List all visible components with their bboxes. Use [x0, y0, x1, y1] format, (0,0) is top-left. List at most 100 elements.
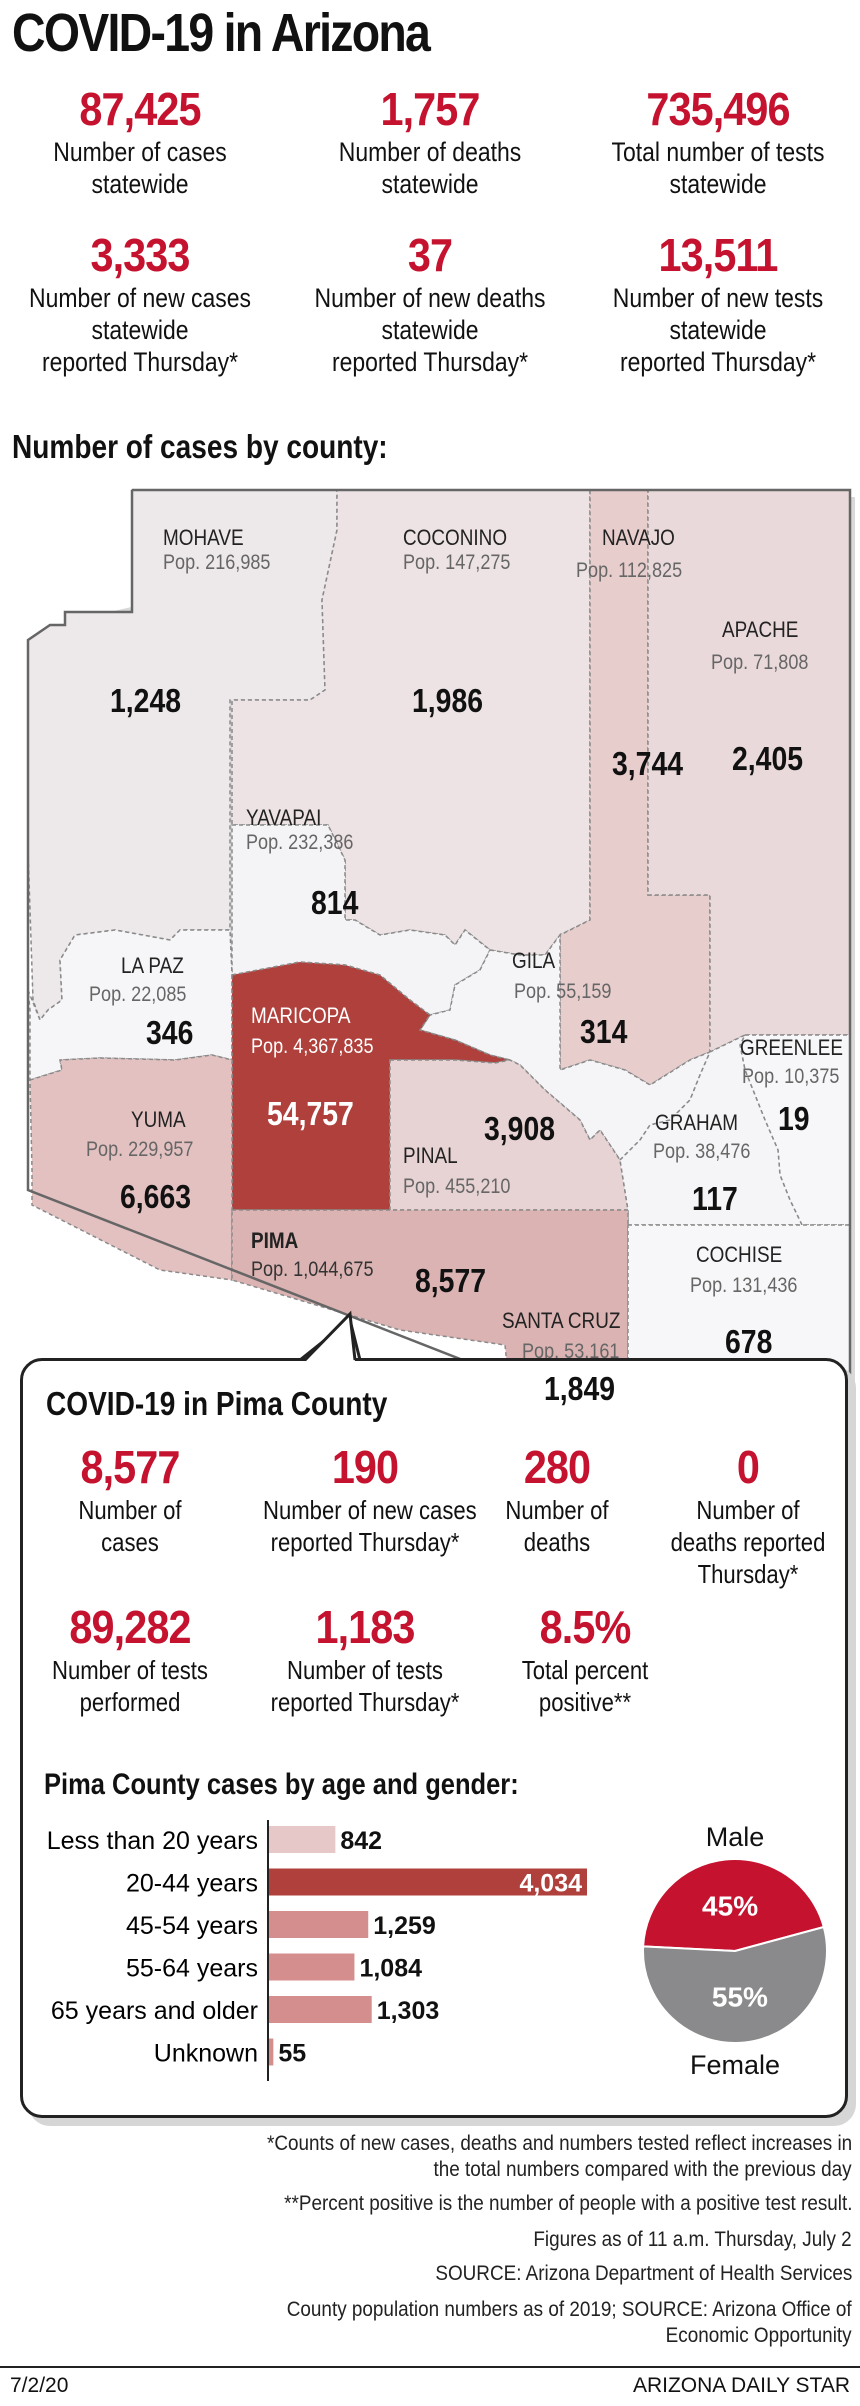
county-pop-apache: Pop. 71,808 [711, 651, 809, 674]
county-graham [619, 1033, 804, 1226]
bar-category-label: 55-64 years [126, 1955, 258, 1983]
stat-label: reported Thursday* [41, 347, 239, 377]
pie-label-male: Male [705, 1822, 765, 1852]
stat-label: statewide [91, 315, 189, 345]
stat-label: Number of [505, 1495, 609, 1525]
county-pop-pima: Pop. 1,044,675 [251, 1258, 374, 1281]
county-pop-maricopa: Pop. 4,367,835 [251, 1035, 374, 1058]
bar-value-label: 1,084 [359, 1955, 422, 1983]
county-pop-greenlee: Pop. 10,375 [742, 1065, 840, 1088]
stat-label: Total number of tests [611, 137, 825, 167]
stat-label: statewide [91, 169, 189, 199]
stat-new-cases: 3,333 Number of new cases statewide repo… [0, 228, 280, 378]
footer-publisher: ARIZONA DAILY STAR [632, 2374, 850, 2397]
stat-label: Number of [78, 1495, 182, 1525]
stat-deaths: 1,757 Number of deaths statewide [290, 82, 570, 200]
footnote: *Counts of new cases, deaths and numbers… [266, 2132, 852, 2155]
bar-value-label: 1,259 [373, 1912, 436, 1940]
footnote: the total numbers compared with the prev… [433, 2158, 852, 2181]
county-value-apache: 2,405 [732, 740, 804, 777]
county-pop-yuma: Pop. 229,957 [86, 1138, 194, 1161]
county-yuma [29, 1054, 233, 1281]
stat-label: Number of tests [51, 1655, 208, 1685]
stat-value: 87,425 [79, 83, 201, 135]
pie-value-label: 55% [712, 1982, 768, 2013]
bar-category-label: Less than 20 years [47, 1827, 258, 1855]
stat-label: Total percent [521, 1655, 649, 1685]
stat-value: 1,757 [380, 83, 480, 135]
county-label-apache: APACHE [722, 617, 799, 642]
callout-pointer [303, 1310, 357, 1362]
stat-value: 735,496 [646, 83, 790, 135]
county-label-navajo: NAVAJO [602, 525, 675, 550]
stat-label: Number of tests [286, 1655, 443, 1685]
stat-value: 89,282 [69, 1601, 191, 1653]
bar-category-label: 20-44 years [126, 1870, 258, 1898]
county-name-lapaz: LA PAZ [121, 953, 184, 978]
footnote: Figures as of 11 a.m. Thursday, July 2 [533, 2228, 852, 2251]
bar-value-label: 842 [340, 1827, 382, 1855]
county-value-navajo: 3,744 [612, 745, 684, 782]
map-heading: Number of cases by county: [12, 428, 388, 465]
county-maricopa [231, 961, 511, 1211]
county-name-yuma: YUMA [131, 1107, 186, 1132]
stat-label: reported Thursday* [619, 347, 817, 377]
county-pop-cochise: Pop. 131,436 [690, 1274, 798, 1297]
age-gender-heading: Pima County cases by age and gender: [44, 1768, 519, 1801]
stat-label: reported Thursday* [331, 347, 529, 377]
stat-new-deaths: 37 Number of new deaths statewide report… [290, 228, 570, 378]
stat-value: 3,333 [90, 229, 190, 281]
footnote: Economic Opportunity [666, 2324, 852, 2347]
pie-value-label: 45% [702, 1890, 758, 1921]
bar-value-label: 55 [278, 2040, 306, 2068]
county-pop-santa-cruz: Pop. 53,161 [522, 1340, 620, 1363]
county-pima [231, 1209, 629, 1376]
county-value-yavapai: 814 [311, 884, 359, 921]
county-label-yavapai: YAVAPAI Pop. 232,386 [246, 805, 354, 854]
pima-stat-deaths: 280 Number of deaths [487, 1440, 627, 1558]
page-title: COVID-19 in Arizona [12, 3, 431, 63]
footnote: **Percent positive is the number of peop… [283, 2192, 852, 2215]
county-name-greenlee: GREENLEE [740, 1035, 844, 1060]
county-value-maricopa: 54,757 [267, 1095, 354, 1132]
age-bar-chart: Less than 20 years 842 20-44 years 4,034 45-… [47, 1820, 587, 2081]
county-value-pinal: 3,908 [484, 1110, 556, 1147]
stat-value: 8.5% [539, 1601, 632, 1653]
footnote: SOURCE: Arizona Department of Health Ser… [434, 2262, 852, 2285]
footer-divider [0, 2366, 860, 2368]
county-name-pima: PIMA [251, 1228, 299, 1253]
stat-label: positive** [538, 1687, 632, 1717]
stat-label: statewide [669, 169, 767, 199]
pima-stat-cases: 8,577 Number of cases [30, 1440, 230, 1558]
bar [269, 2038, 274, 2066]
stat-label: Number of new cases [29, 283, 251, 313]
arizona-county-map [26, 488, 855, 1400]
county-value-graham: 117 [692, 1180, 738, 1217]
stat-label: Number of new deaths [314, 283, 546, 313]
bar [269, 1826, 336, 1853]
stat-value: 0 [736, 1441, 760, 1493]
stat-label: deaths [523, 1527, 591, 1557]
county-value-pima: 8,577 [415, 1262, 487, 1299]
stat-value: 1,183 [315, 1601, 415, 1653]
county-value-santa-cruz: 1,849 [544, 1370, 616, 1407]
stat-label: performed [79, 1687, 181, 1717]
bar-category-label: 45-54 years [126, 1912, 258, 1940]
stat-label: reported Thursday* [270, 1527, 460, 1557]
stat-label: Number of cases [53, 137, 227, 167]
bar [269, 1911, 369, 1938]
stat-value: 280 [523, 1441, 591, 1493]
county-name-pinal: PINAL [403, 1143, 458, 1168]
bar-category-label: Unknown [154, 2040, 258, 2068]
gender-pie-chart: 45% 55% [642, 1858, 828, 2044]
county-name-santa-cruz: SANTA CRUZ [502, 1308, 621, 1333]
stat-label: cases [101, 1527, 159, 1557]
county-value-lapaz: 346 [146, 1014, 194, 1051]
county-pop-pinal: Pop. 455,210 [403, 1175, 511, 1198]
bar [269, 1953, 355, 1981]
pima-heading: COVID-19 in Pima County [46, 1385, 388, 1422]
county-value-coconino: 1,986 [412, 682, 484, 719]
pie-slice [642, 1858, 826, 1953]
county-value-yuma: 6,663 [120, 1178, 192, 1215]
stat-value: 190 [331, 1441, 399, 1493]
